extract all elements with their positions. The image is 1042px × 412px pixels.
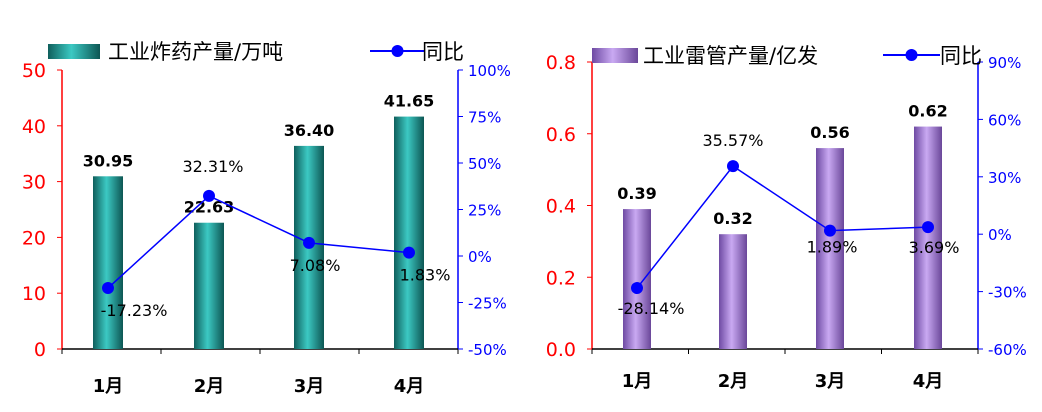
bar-data-label: 0.56: [810, 123, 849, 142]
x-category-label: 3月: [294, 376, 325, 397]
right-axis-tick-label: 30%: [988, 169, 1021, 187]
yoy-point: [203, 189, 215, 202]
legend-line-label: 同比: [940, 44, 982, 68]
x-category-label: 1月: [93, 376, 124, 397]
x-category-label: 2月: [194, 376, 225, 397]
bar: [623, 209, 651, 349]
bar: [816, 148, 844, 349]
legend-line-marker: [391, 45, 404, 57]
right-axis-tick-label: 100%: [468, 62, 511, 80]
left-axis-tick-label: 20: [22, 227, 46, 249]
legend-bar-label: 工业雷管产量/亿发: [643, 44, 818, 68]
legend-bar-swatch: [592, 48, 638, 63]
yoy-data-label: -17.23%: [101, 301, 168, 320]
right-axis-tick-label: 0%: [988, 226, 1012, 244]
yoy-point: [631, 282, 643, 295]
yoy-data-label: 1.89%: [807, 238, 858, 257]
bar-data-label: 0.39: [617, 184, 656, 203]
x-category-label: 2月: [718, 371, 749, 392]
bar: [719, 234, 747, 349]
right-axis-tick-label: -60%: [988, 341, 1027, 359]
yoy-data-label: 32.31%: [182, 157, 243, 176]
bar-data-label: 0.62: [908, 102, 947, 121]
left-axis-tick-label: 0.6: [546, 124, 576, 146]
bar: [914, 126, 942, 349]
left-axis-tick-label: 30: [22, 172, 46, 194]
yoy-data-label: 3.69%: [909, 238, 960, 257]
left-axis-tick-label: 0.2: [546, 267, 576, 289]
bar-data-label: 36.40: [284, 121, 335, 140]
yoy-point: [403, 246, 415, 259]
legend-bar-label: 工业炸药产量/万吨: [108, 40, 283, 64]
yoy-line: [107, 195, 410, 289]
yoy-data-label: 35.57%: [702, 131, 763, 150]
right-axis-tick-label: 50%: [468, 155, 501, 173]
yoy-data-label: 1.83%: [400, 266, 451, 285]
yoy-point: [102, 282, 114, 295]
bar-data-label: 30.95: [83, 151, 134, 170]
yoy-point: [303, 236, 315, 249]
right-axis-tick-label: 75%: [468, 109, 501, 127]
left-axis-tick-label: 10: [22, 283, 46, 305]
right-axis-tick-label: -30%: [988, 284, 1027, 302]
right-axis-tick-label: 60%: [988, 111, 1021, 129]
yoy-data-label: 7.08%: [290, 256, 341, 275]
right-axis-tick-label: 0%: [468, 248, 492, 266]
x-category-label: 4月: [394, 376, 425, 397]
x-category-label: 1月: [622, 371, 653, 392]
right-axis-tick-label: 25%: [468, 202, 501, 220]
yoy-point: [824, 224, 836, 237]
chart-panel-2: 0.0 0.2 0.4 0.6 0.8 -60% -30% 0% 30% 60% 90% 0.39 0.…: [546, 44, 1027, 392]
yoy-point: [727, 160, 739, 173]
left-axis-tick-label: 0.4: [546, 196, 576, 218]
left-axis-tick-label: 40: [22, 116, 46, 138]
yoy-data-label: -28.14%: [618, 299, 685, 318]
legend: 工业雷管产量/亿发 同比: [592, 44, 982, 68]
yoy-line: [636, 165, 929, 289]
chart-panel-1: 0 10 20 30 40 50 -50% -25% 0% 25% 50% 75% 100% 30.95 2…: [22, 40, 511, 397]
x-category-label: 4月: [913, 371, 944, 392]
left-axis-tick-label: 0.8: [546, 52, 576, 74]
right-axis-tick-label: 90%: [988, 54, 1021, 72]
right-axis-tick-label: -50%: [468, 341, 507, 359]
bar-data-label: 41.65: [384, 92, 435, 111]
legend: 工业炸药产量/万吨 同比: [48, 40, 464, 64]
left-axis-tick-label: 50: [22, 60, 46, 82]
left-axis-tick-label: 0: [34, 339, 46, 361]
bar-data-label: 0.32: [713, 209, 752, 228]
bar: [93, 176, 123, 349]
legend-bar-swatch: [48, 44, 100, 59]
bar: [194, 222, 224, 349]
left-axis-tick-label: 0.0: [546, 339, 576, 361]
bar: [394, 116, 424, 349]
yoy-point: [922, 221, 934, 234]
legend-line-label: 同比: [422, 40, 464, 64]
x-category-label: 3月: [815, 371, 846, 392]
right-axis-tick-label: -25%: [468, 295, 507, 313]
legend-line-marker: [905, 49, 918, 61]
